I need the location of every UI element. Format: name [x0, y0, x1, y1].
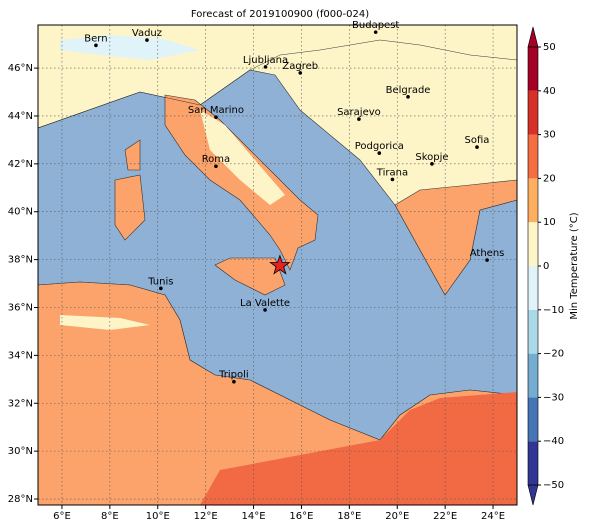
colorbar-extend-top — [527, 26, 539, 48]
overlay: 6°E 8°E 10°E 12°E 14°E 16°E 18°E 20°E 22°E 24°E 28… — [8, 20, 517, 522]
city-dot — [406, 95, 410, 99]
colorbar-bin — [528, 222, 538, 266]
y-tick-label: 42°N — [8, 159, 33, 170]
city-label: Vaduz — [132, 28, 162, 39]
city-dot — [159, 286, 163, 291]
y-tick-label: 36°N — [8, 302, 33, 313]
city-label: Roma — [202, 154, 231, 165]
colorbar-tick-label: 20 — [543, 173, 556, 184]
colorbar-tick-label: −30 — [543, 392, 564, 403]
colorbar-label: Min Temperature (°C) — [569, 212, 580, 319]
colorbar-tick-label: −40 — [543, 436, 564, 447]
y-tick-label: 30°N — [8, 446, 33, 457]
city-label: Skopje — [415, 152, 448, 163]
city-label: Athens — [470, 248, 505, 259]
y-tick-label: 34°N — [8, 350, 33, 361]
x-tick-label: 18°E — [337, 511, 361, 522]
city-dot — [298, 71, 303, 75]
greece — [394, 179, 517, 296]
city-label: Sarajevo — [337, 107, 381, 118]
city-label: Bern — [84, 33, 107, 44]
city-dot — [430, 162, 434, 166]
y-tick-label: 38°N — [8, 255, 33, 266]
y-tick-label: 28°N — [8, 494, 33, 505]
colorbar-bin — [528, 134, 538, 179]
sardinia — [114, 174, 146, 241]
map-frame — [37, 24, 518, 506]
italy — [164, 94, 319, 271]
x-tick-label: 12°E — [194, 511, 218, 522]
city-label: Budapest — [352, 20, 399, 31]
italy-inland — [200, 110, 285, 205]
city-dot — [485, 258, 489, 262]
colorbar-bin — [528, 353, 538, 398]
colorbar-bin — [528, 397, 538, 442]
colorbar-extend-bottom — [527, 484, 539, 506]
x-tick-label: 20°E — [385, 511, 409, 522]
city-dot — [373, 30, 378, 34]
y-tick-label: 32°N — [8, 398, 33, 409]
city-dot — [232, 379, 236, 384]
city-dot — [263, 308, 267, 312]
city-dot — [214, 164, 218, 169]
x-tick-label: 24°E — [481, 511, 505, 522]
city-dot — [263, 65, 268, 69]
alps — [60, 35, 200, 60]
y-tick-label: 40°N — [8, 207, 33, 218]
city-label: Tunis — [147, 276, 173, 287]
city-label: Sofia — [465, 135, 490, 146]
colorbar-bin — [528, 441, 538, 485]
city-dot — [94, 43, 98, 48]
colorbar-tick-label: −50 — [543, 480, 564, 491]
colorbar-bin — [528, 309, 538, 354]
colorbar-tick-label: 50 — [543, 42, 556, 53]
corsica — [124, 139, 141, 171]
colorbar-bin — [528, 178, 538, 223]
x-tick-label: 6°E — [53, 511, 71, 522]
map-title: Forecast of 2019100900 (f000-024) — [191, 9, 369, 20]
colorbar-tick-label: 0 — [543, 261, 549, 272]
city-label: Tirana — [376, 167, 408, 178]
colorbar-tick-label: −10 — [543, 305, 564, 316]
y-tick-label: 46°N — [8, 63, 33, 74]
x-tick-label: 8°E — [101, 511, 119, 522]
x-tick-label: 22°E — [433, 511, 457, 522]
city-label: Podgorica — [355, 141, 404, 152]
colorbar-tick-label: 40 — [543, 86, 556, 97]
city-label: Belgrade — [386, 85, 431, 96]
colorbar-bin — [528, 47, 538, 91]
colorbar-tick-label: −20 — [543, 349, 564, 360]
y-tick-label: 44°N — [8, 111, 33, 122]
sicily — [214, 257, 286, 296]
city-label: Zagreb — [282, 61, 318, 72]
colorbar-tick-label: 30 — [543, 130, 556, 141]
city-dot — [377, 151, 382, 155]
city-dot — [475, 145, 479, 149]
colorbar-bin — [528, 90, 538, 135]
city-dot — [390, 177, 395, 182]
city-dot — [145, 38, 149, 42]
colorbar-tick-label: 10 — [543, 217, 556, 228]
location-marker — [269, 254, 291, 275]
city-dot — [214, 115, 218, 119]
x-tick-label: 10°E — [146, 511, 170, 522]
city-label: San Marino — [188, 105, 244, 116]
city-dot — [357, 117, 361, 121]
city-label: Tripoli — [218, 370, 249, 381]
cool-patch — [60, 315, 150, 330]
borders — [38, 25, 517, 129]
city-label: Ljubljana — [243, 55, 288, 66]
city-label: La Valette — [240, 298, 290, 309]
x-tick-label: 14°E — [242, 511, 266, 522]
colorbar-bin — [528, 266, 538, 310]
x-tick-label: 16°E — [289, 511, 313, 522]
hot-zone — [200, 392, 517, 505]
